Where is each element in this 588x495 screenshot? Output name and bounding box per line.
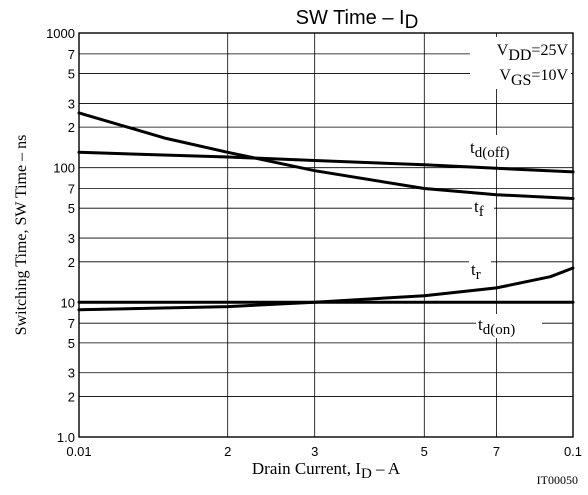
label-bg-tdoff (468, 135, 528, 159)
series-label-tr: tr (471, 260, 481, 283)
y-tick-label-13: 5 (68, 67, 75, 82)
x-tick-labels: 0.01 2 3 5 7 0.1 (66, 444, 582, 459)
y-tick-label-15: 1000 (46, 26, 75, 41)
y-tick-label-3: 5 (68, 336, 75, 351)
conditions-background (470, 37, 571, 89)
y-tick-label-0: 1.0 (57, 430, 75, 445)
chart-title-sub: D (405, 12, 419, 33)
chart-title-main: SW Time – I (296, 7, 405, 29)
chart-title: SW Time – ID (296, 7, 419, 33)
series-label-td-off: td(off) (470, 138, 509, 161)
x-axis-label: Drain Current, ID – A (252, 459, 401, 482)
series-line-tr (77, 266, 575, 312)
x-tick-label-1: 2 (224, 444, 231, 459)
series-lines (77, 111, 575, 312)
label-bg-tr (469, 258, 491, 284)
label-bg-tf (472, 196, 494, 220)
x-tick-label-5: 0.1 (564, 444, 582, 459)
y-tick-label-9: 7 (68, 182, 75, 197)
condition-vdd: VDD=25V (497, 42, 569, 64)
y-tick-label-4: 7 (68, 316, 75, 331)
plot-frame (78, 32, 574, 438)
label-bg-tdon (476, 314, 542, 338)
y-tick-label-2: 3 (68, 366, 75, 381)
x-tick-label-2: 3 (311, 444, 318, 459)
y-tick-label-6: 2 (68, 255, 75, 270)
x-tick-label-4: 7 (493, 444, 500, 459)
x-tick-label-0: 0.01 (66, 444, 91, 459)
y-tick-label-1: 2 (68, 389, 75, 404)
series-line-td-off (77, 150, 575, 174)
series-label-td-on: td(on) (478, 315, 515, 338)
condition-vgs: VGS=10V (499, 67, 568, 89)
y-axis-label: Switching Time, SW Time – ns (13, 135, 30, 336)
y-tick-label-8: 5 (68, 201, 75, 216)
x-tick-label-3: 5 (421, 444, 428, 459)
grid-lines (78, 32, 574, 438)
figure-id: IT00050 (537, 473, 578, 487)
y-tick-label-14: 7 (68, 47, 75, 62)
series-line-tf (77, 111, 575, 200)
y-tick-label-10: 100 (53, 161, 75, 176)
y-tick-label-5: 10 (61, 295, 75, 310)
y-tick-label-7: 3 (68, 231, 75, 246)
y-tick-labels: 1.0 2 3 5 7 10 2 3 5 7 100 2 3 5 7 1000 (46, 26, 75, 445)
y-tick-label-11: 2 (68, 120, 75, 135)
y-tick-label-12: 3 (68, 96, 75, 111)
series-label-tf: tf (474, 197, 484, 220)
